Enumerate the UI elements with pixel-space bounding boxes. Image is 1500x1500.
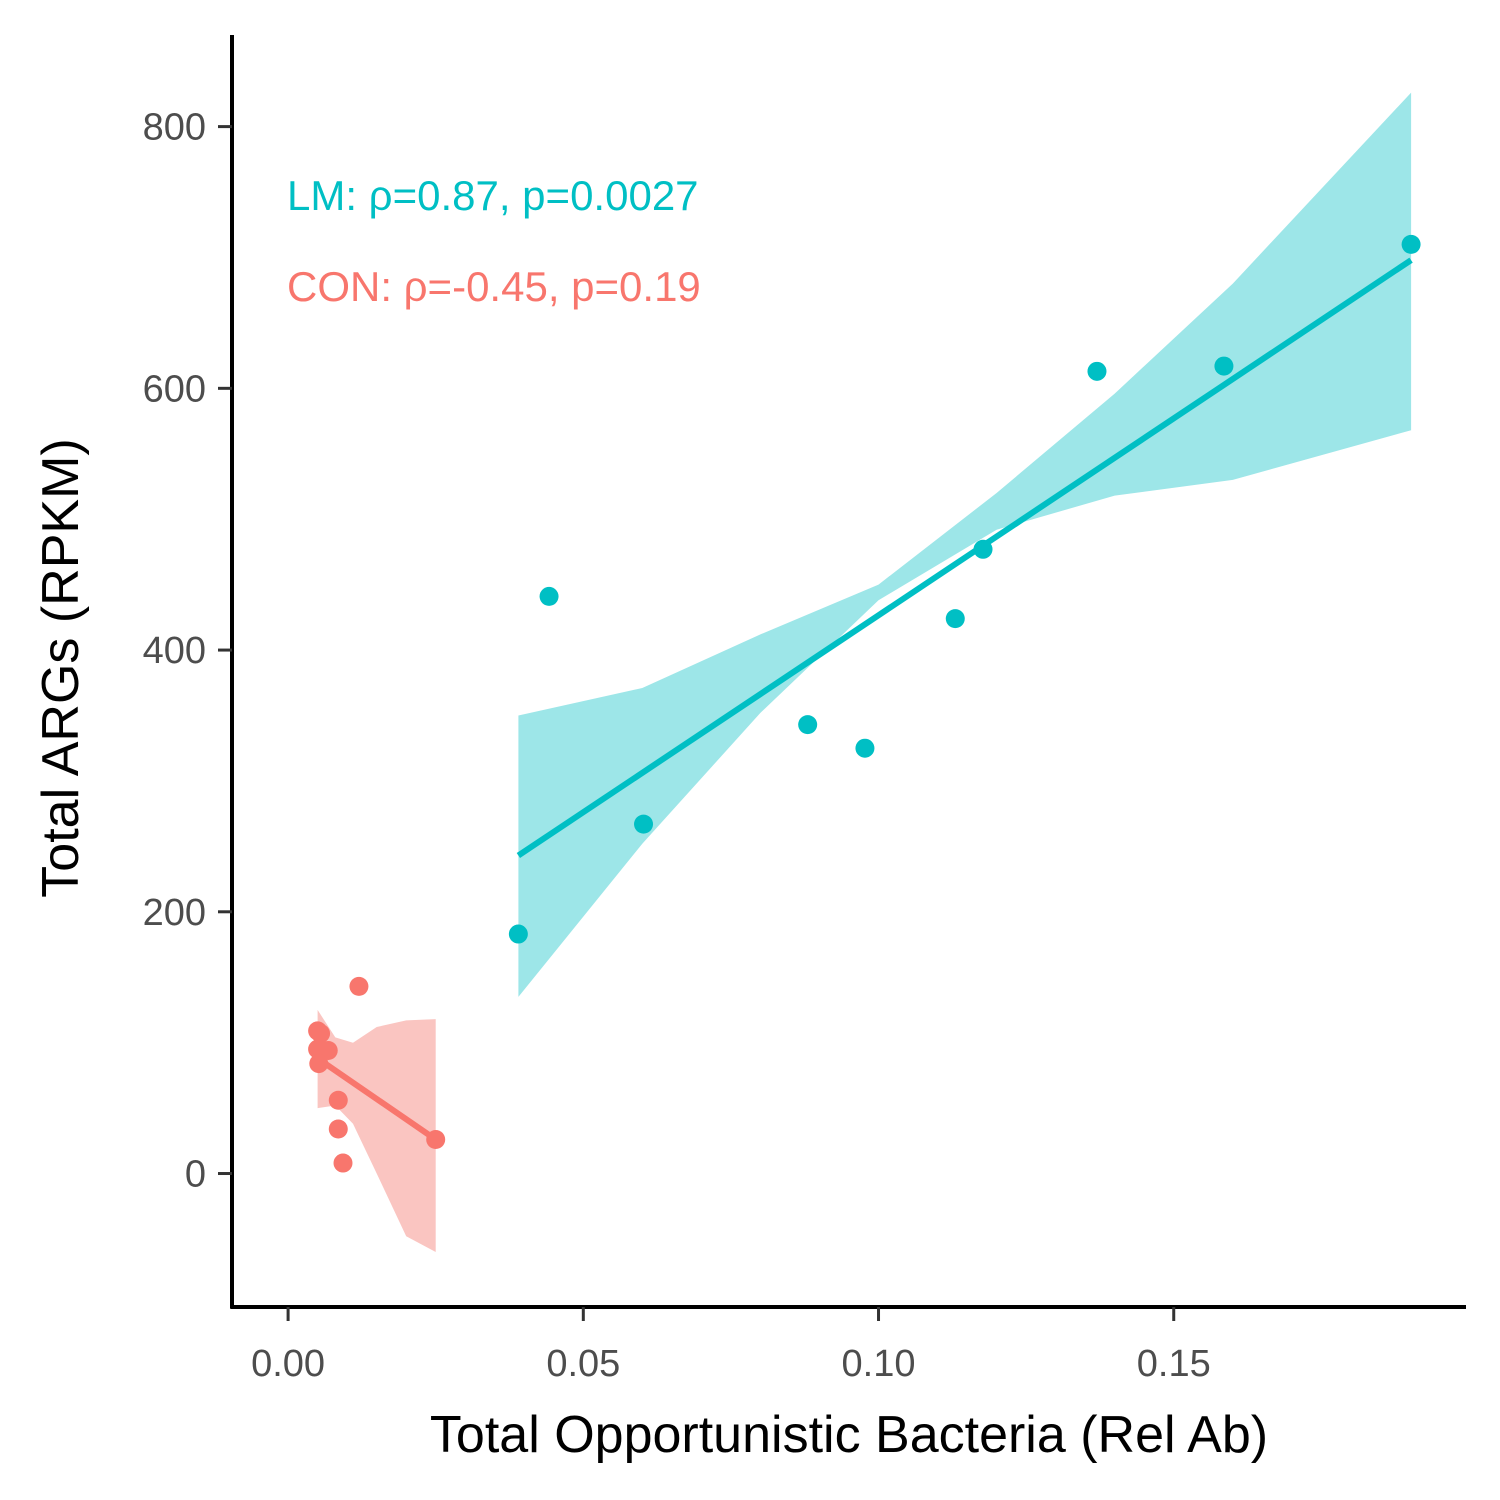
con-fit-line (315, 1055, 438, 1142)
lm-data-point (539, 586, 559, 606)
lm-data-point (634, 814, 654, 834)
con-data-point (349, 976, 369, 996)
x-axis-title: Total Opportunistic Bacteria (Rel Ab) (430, 1406, 1268, 1464)
lm-fit-line (516, 257, 1413, 859)
con-data-point (309, 1054, 329, 1074)
lm-data-point (798, 715, 818, 735)
confidence-bands (317, 92, 1412, 1252)
annotations: LM: ρ=0.87, p=0.0027 CON: ρ=-0.45, p=0.19 (287, 172, 701, 310)
y-tick-label: 200 (143, 892, 206, 934)
axes: 0.00 0.05 0.10 0.15 0 200 400 600 800 (143, 35, 1466, 1385)
lm-data-point (973, 539, 993, 559)
y-tick-label: 400 (143, 630, 206, 672)
correlation-annotation: LM: ρ=0.87, p=0.0027 (287, 172, 699, 219)
con-data-point (311, 1023, 331, 1043)
fit-lines (315, 257, 1413, 1142)
data-points (308, 234, 1421, 1173)
y-axis-title: Total ARGs (RPKM) (32, 438, 90, 897)
con-data-point (328, 1090, 348, 1110)
lm-confidence-band (518, 92, 1412, 997)
con-confidence-band (317, 1009, 436, 1252)
correlation-annotation: CON: ρ=-0.45, p=0.19 (287, 263, 701, 310)
x-tick-label: 0.10 (842, 1343, 916, 1385)
x-tick-label: 0.00 (251, 1343, 325, 1385)
lm-data-point (508, 924, 528, 944)
lm-data-point (1214, 356, 1234, 376)
lm-data-point (855, 738, 875, 758)
y-tick-label: 600 (143, 368, 206, 410)
con-data-point (333, 1153, 353, 1173)
y-tick-label: 0 (185, 1154, 206, 1196)
lm-data-point (945, 609, 965, 629)
con-data-point (318, 1041, 338, 1061)
lm-data-point (1087, 361, 1107, 381)
lm-data-point (1401, 234, 1421, 254)
con-data-point (328, 1119, 348, 1139)
con-data-point (426, 1129, 446, 1149)
x-tick-label: 0.15 (1137, 1343, 1211, 1385)
y-tick-label: 800 (143, 107, 206, 149)
x-tick-label: 0.05 (546, 1343, 620, 1385)
